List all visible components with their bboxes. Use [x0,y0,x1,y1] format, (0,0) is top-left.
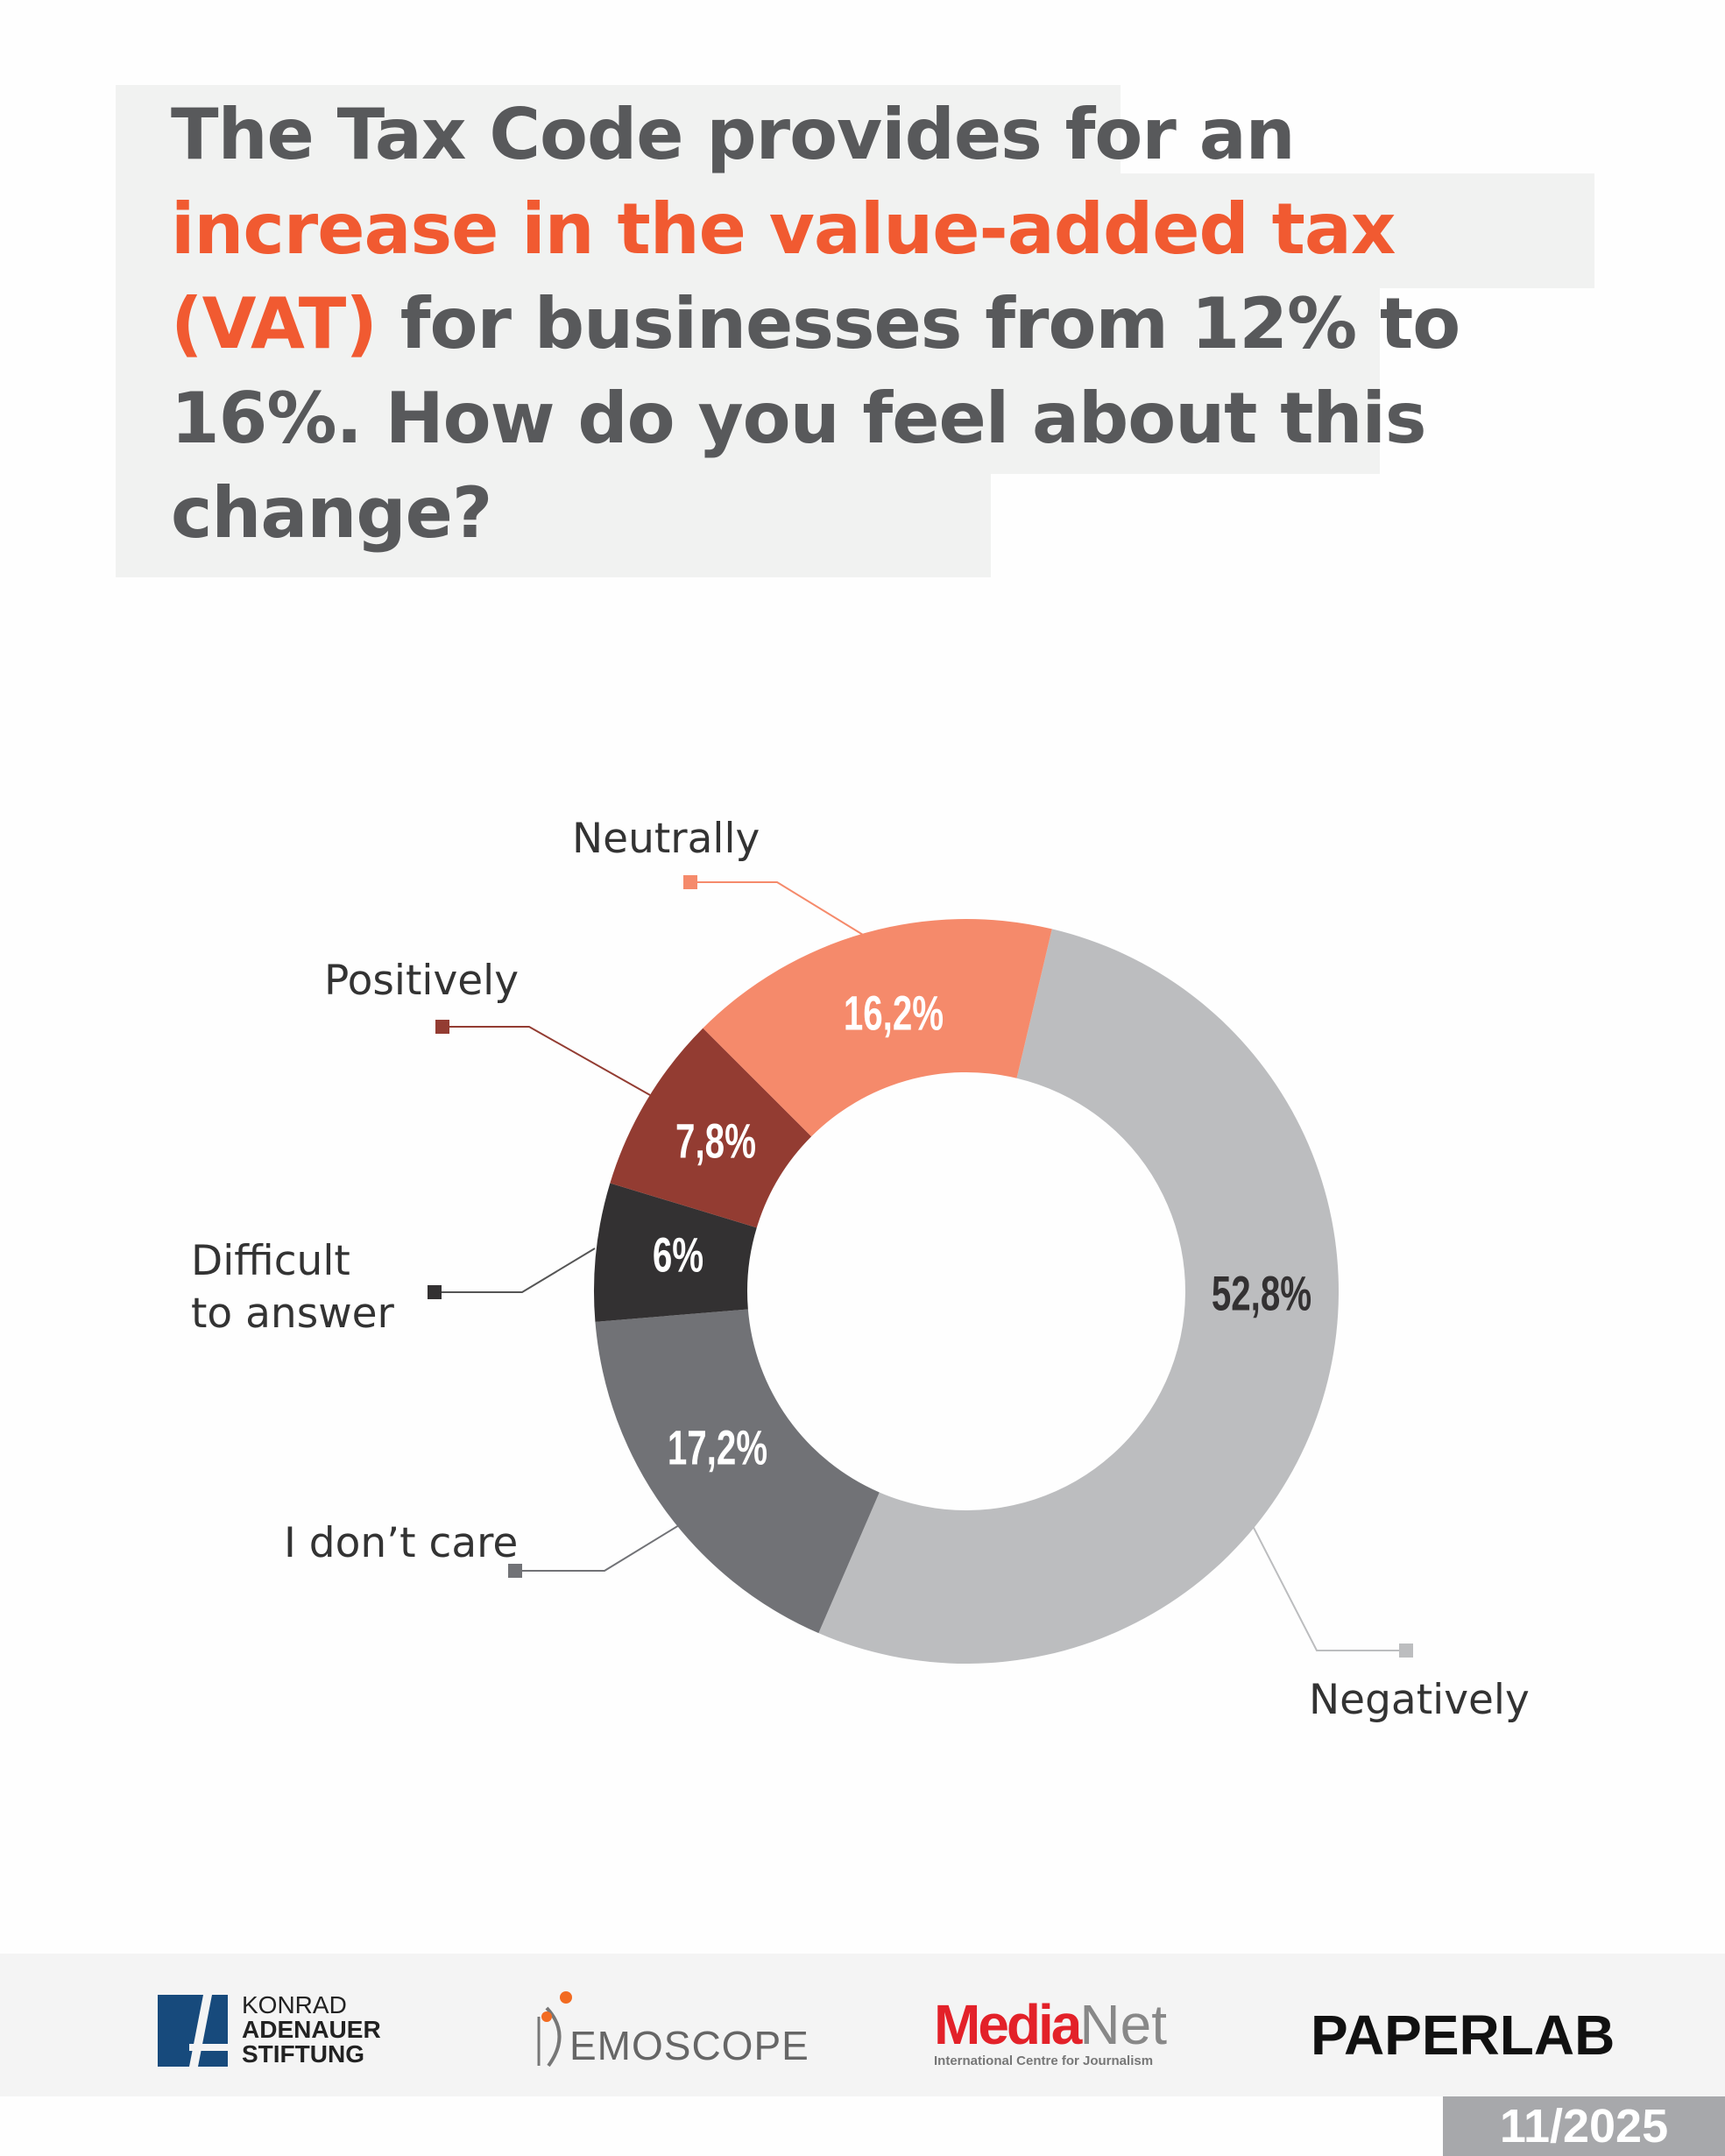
footer-logos: KONRAD ADENAUER STIFTUNG EMOSCOPE MediaN… [0,1954,1725,2096]
title-bg [116,287,1380,474]
value-label-difficult: 6% [652,1226,704,1283]
marker-idontcare [508,1564,522,1578]
value-label-positively: 7,8% [675,1113,756,1169]
kas-logo-mark [158,1995,228,2067]
leader-line-positively [442,1026,651,1096]
donut-slice-difficult-to-answer [594,1183,757,1322]
marker-difficult [428,1285,442,1299]
marker-neutrally [683,875,697,889]
chart-title: The Tax Code provides for an increase in… [171,94,1460,554]
value-label-idontcare: 17,2% [667,1419,768,1475]
leader-line-difficult [435,1248,596,1293]
marker-positively [435,1020,449,1034]
value-label-negatively: 52,8% [1211,1265,1312,1321]
title-bg [116,85,1121,174]
donut-slice-i-don-t-care [595,1309,880,1634]
donut-slice-negatively [818,929,1339,1664]
leader-line-neutrally [690,881,864,936]
title-bg [116,173,1594,288]
paperlab-logo: PAPERLAB [1311,2004,1615,2067]
leader-line-negatively [1250,1522,1406,1651]
medianet-logo: MediaNet International Centre for Journa… [934,1993,1167,2068]
leader-line-idontcare [515,1522,684,1572]
donut-slice-positively [610,1028,812,1228]
category-label-difficult: Difficult to answer [191,1237,394,1338]
donut-slice-neutrally [703,918,1052,1137]
marker-negatively [1399,1644,1413,1658]
value-label-neutrally: 16,2% [843,985,944,1041]
title-bg [116,473,991,577]
category-label-neutrally: Neutrally [572,815,760,863]
category-label-negatively: Negatively [1309,1676,1530,1724]
category-label-idontcare: I don’t care [284,1519,519,1567]
date-badge: 11/2025 [1443,2096,1725,2156]
category-label-positively: Positively [324,957,520,1005]
title-highlight: increase in the value-added tax (VAT) [171,188,1396,364]
